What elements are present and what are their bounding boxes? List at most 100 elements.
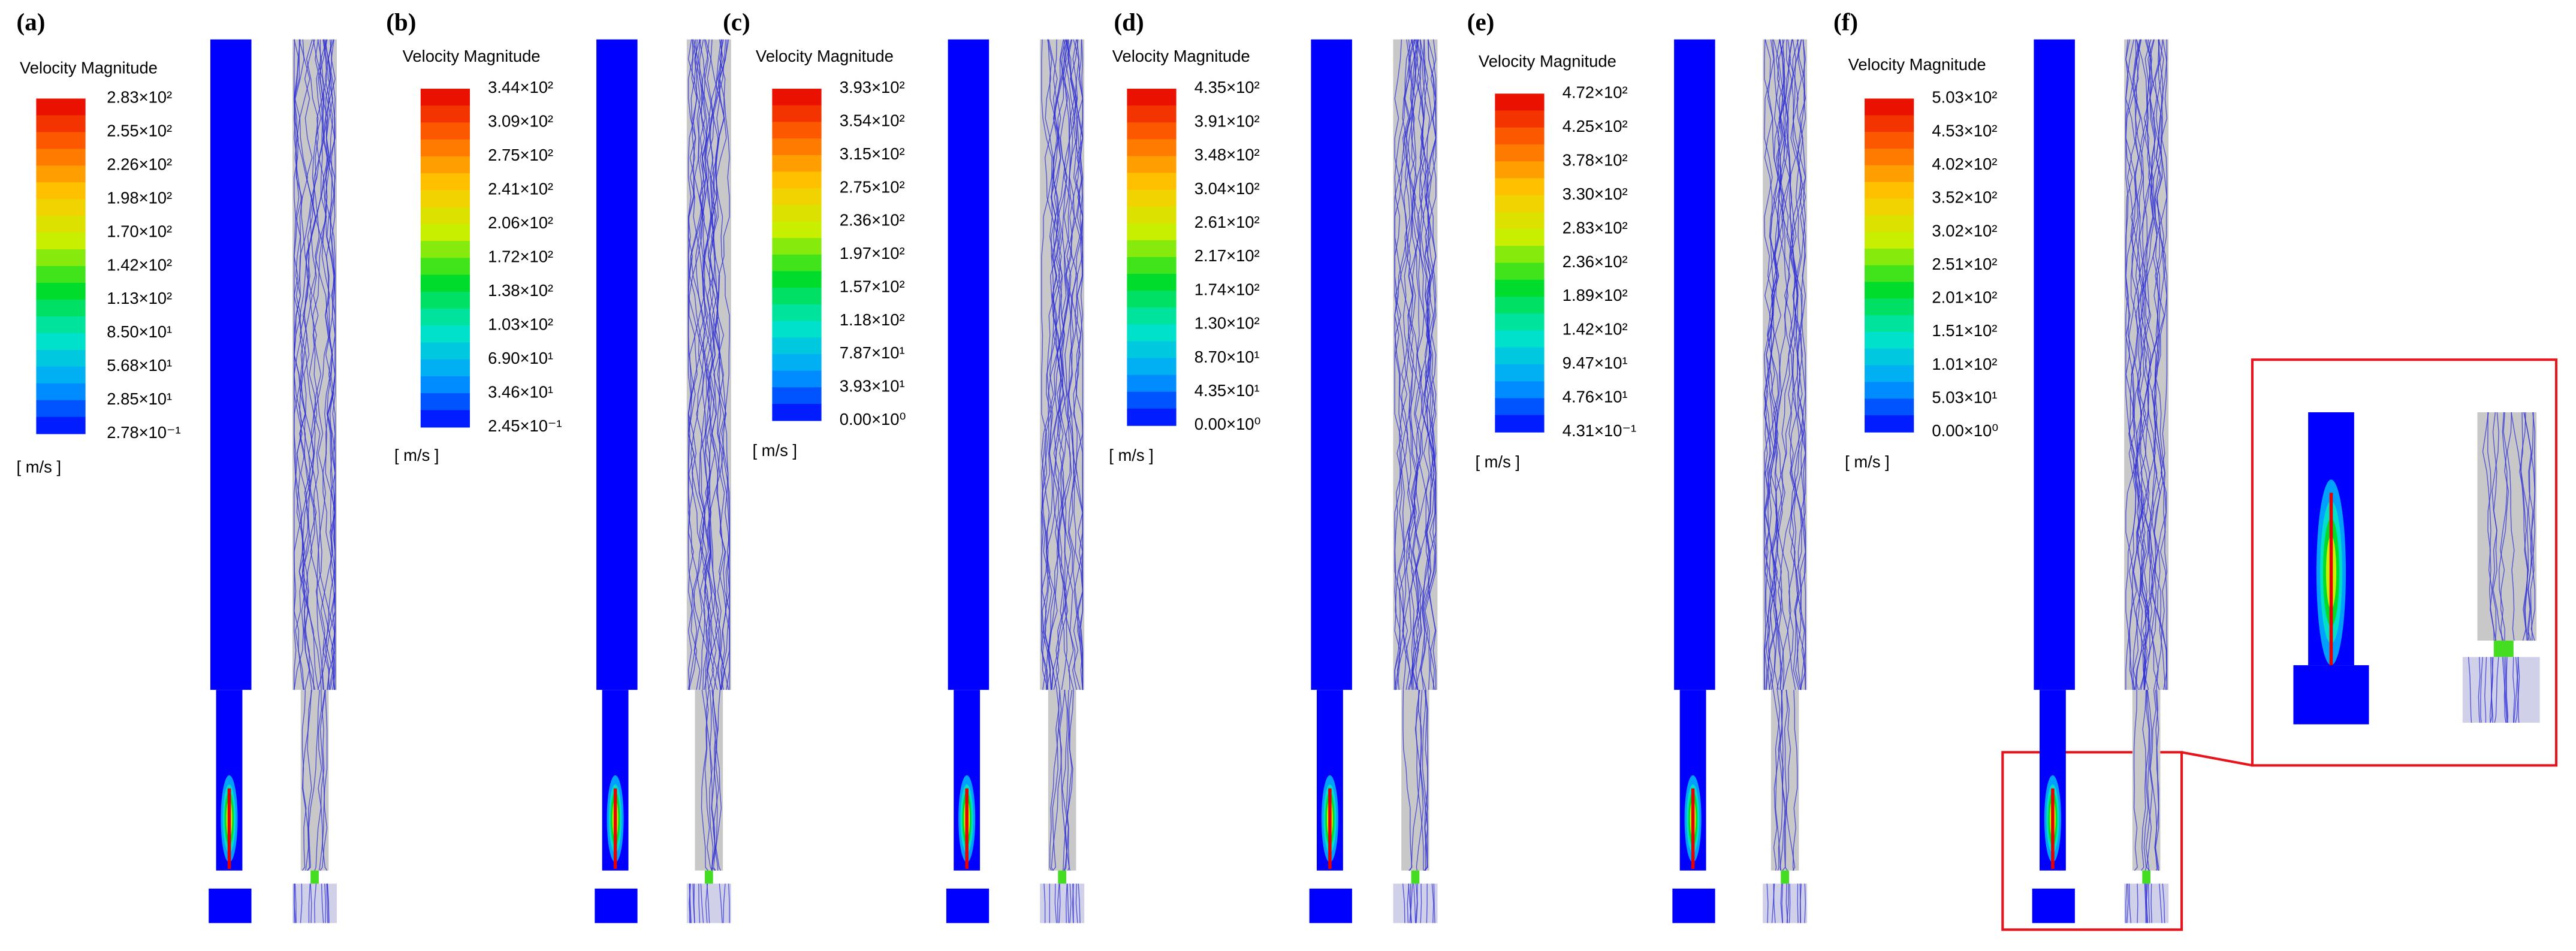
- streamline: [1413, 883, 1416, 923]
- streamline: [2490, 657, 2493, 723]
- streamline: [326, 883, 328, 923]
- colorbar-band: [1865, 365, 1914, 383]
- streamline: [1041, 39, 1058, 690]
- streamline: [1773, 39, 1806, 690]
- streamline: [2144, 883, 2147, 923]
- streamline: [294, 39, 333, 690]
- colorbar-tick-label: 3.30×10²: [1563, 185, 1628, 203]
- streamline: [304, 39, 329, 690]
- colorbar-band: [420, 410, 470, 428]
- colorbar-band: [772, 354, 822, 372]
- streamline: [688, 39, 725, 690]
- colorbar-band: [36, 282, 86, 300]
- streamline: [1066, 690, 1070, 871]
- colorbar-band: [1495, 127, 1545, 145]
- zoom-region: [2001, 751, 2183, 931]
- upper-tube-contour: [2034, 39, 2075, 690]
- streamline: [1764, 39, 1784, 690]
- streamline: [2503, 657, 2506, 723]
- streamline: [1052, 690, 1060, 871]
- colorbar-tick-label: 3.48×10²: [1195, 146, 1260, 164]
- colorbar-band: [1127, 139, 1177, 157]
- streamline: [1766, 39, 1794, 690]
- colorbar-band: [1865, 148, 1914, 166]
- colorbar-band: [772, 238, 822, 255]
- streamline: [2148, 883, 2150, 923]
- colorbar-band: [1865, 348, 1914, 366]
- streamline: [2515, 657, 2519, 723]
- streamline: [1066, 883, 1068, 923]
- streamline: [1395, 39, 1426, 690]
- colorbar-band: [1865, 98, 1914, 116]
- colorbar-tick-label: 1.70×10²: [107, 222, 172, 240]
- streamline: [2490, 412, 2497, 641]
- streamline: [1041, 39, 1065, 690]
- inlet-block: [595, 888, 638, 923]
- streamline: [1764, 39, 1788, 690]
- streamline: [2513, 657, 2518, 723]
- colorbar-tick-label: 1.57×10²: [840, 277, 905, 295]
- colorbar-band: [772, 370, 822, 388]
- streamline: [1051, 690, 1062, 871]
- legend-title: Velocity Magnitude: [403, 47, 541, 65]
- streamline: [1067, 883, 1069, 923]
- colorbar-band: [420, 342, 470, 360]
- streamline: [2125, 39, 2142, 690]
- inlet-drum: [1040, 883, 1085, 923]
- tube: [2477, 412, 2537, 641]
- colorbar-band: [36, 316, 86, 334]
- inlet-block: [2293, 665, 2369, 724]
- colorbar-band: [772, 304, 822, 322]
- colorbar-band: [1495, 93, 1545, 111]
- streamline: [1773, 883, 1776, 923]
- colorbar-tick-label: 5.03×10²: [1932, 88, 1997, 107]
- streamline: [1780, 883, 1783, 923]
- streamline: [1061, 690, 1069, 871]
- colorbar-band: [1495, 161, 1545, 179]
- colorbar-band: [36, 233, 86, 250]
- streamline: [689, 883, 691, 923]
- colorbar-band: [420, 89, 470, 107]
- streamline: [722, 883, 726, 923]
- streamline: [1785, 39, 1806, 690]
- colorbar-band: [36, 349, 86, 367]
- colorbar-tick-label: 2.06×10²: [488, 213, 553, 232]
- colorbar-band: [772, 387, 822, 404]
- colorbar-tick-label: 1.72×10²: [488, 247, 553, 266]
- streamline: [692, 883, 695, 923]
- streamline: [1078, 883, 1081, 923]
- streamline: [2500, 412, 2508, 641]
- colorbar-band: [1865, 232, 1914, 249]
- neck: [310, 870, 319, 884]
- streamline: [693, 39, 710, 690]
- colorbar-tick-label: 1.03×10²: [488, 315, 553, 333]
- colorbar-band: [1865, 215, 1914, 233]
- streamline: [699, 39, 716, 690]
- streamline: [310, 883, 312, 923]
- colorbar-band: [1495, 195, 1545, 213]
- streamline: [1402, 39, 1419, 690]
- colorbar-tick-label: 1.98×10²: [107, 188, 172, 207]
- colorbar-tick-label: 3.15×10²: [840, 144, 905, 163]
- inlet-drum: [1763, 883, 1808, 923]
- streamline: [687, 39, 708, 690]
- upper-tube-contour: [948, 39, 990, 690]
- streamline: [1785, 690, 1796, 871]
- streamline: [2487, 412, 2497, 641]
- streamline: [321, 883, 324, 923]
- streamline: [704, 690, 713, 871]
- streamline: [2480, 657, 2483, 723]
- colorbar-tick-label: 1.18×10²: [840, 310, 905, 329]
- streamline: [1766, 883, 1769, 923]
- streamline: [705, 883, 708, 923]
- colorbar-band: [1495, 144, 1545, 162]
- colorbar-band: [36, 115, 86, 133]
- streamline: [2125, 39, 2147, 690]
- streamline: [2143, 690, 2150, 871]
- colorbar-band: [36, 132, 86, 150]
- streamline: [1769, 39, 1793, 690]
- colorbar-tick-label: 4.35×10²: [1195, 78, 1260, 96]
- colorbar-band: [1127, 173, 1177, 191]
- streamline: [1054, 883, 1057, 923]
